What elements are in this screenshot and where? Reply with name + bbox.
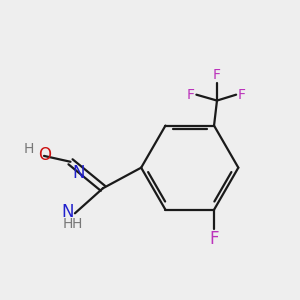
Text: O: O: [38, 146, 51, 164]
Text: H: H: [24, 142, 34, 155]
Text: H: H: [71, 218, 82, 232]
Text: H: H: [62, 218, 73, 232]
Text: F: F: [238, 88, 246, 102]
Text: F: F: [209, 230, 219, 248]
Text: F: F: [213, 68, 221, 82]
Text: N: N: [72, 164, 85, 182]
Text: N: N: [61, 203, 74, 221]
Text: F: F: [187, 88, 195, 102]
